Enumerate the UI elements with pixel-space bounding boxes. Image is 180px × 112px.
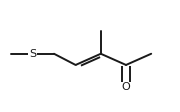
Text: O: O bbox=[122, 82, 130, 92]
Text: S: S bbox=[29, 49, 36, 59]
